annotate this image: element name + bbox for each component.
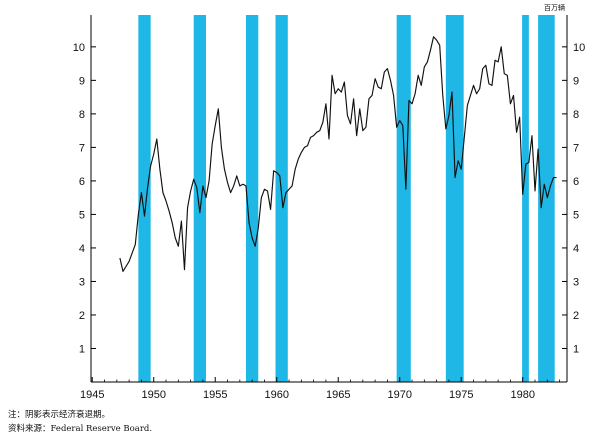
y-tick-label-left-7: 7: [79, 142, 85, 154]
y-tick-label-right-10: 10: [573, 42, 585, 54]
y-tick-label-right-1: 1: [573, 343, 579, 355]
axes: [90, 15, 568, 383]
y-tick-label-left-6: 6: [79, 176, 85, 188]
y-tick-label-right-6: 6: [573, 176, 579, 188]
recession-bands: [138, 15, 555, 382]
y-tick-label-right-4: 4: [573, 243, 579, 255]
y-tick-label-right-9: 9: [573, 75, 579, 87]
y-tick-label-right-8: 8: [573, 109, 579, 121]
x-tick-label-1980: 1980: [510, 389, 534, 401]
chart-note: 注：阴影表示经济衰退期。: [8, 410, 111, 420]
unit-label: 百万辆: [544, 3, 565, 12]
series-line-group: [119, 36, 557, 272]
x-tick-label-1960: 1960: [264, 389, 288, 401]
tick-labels: 1 1 2 2 3 3 4 4 5 5 6 6 7 7 8 8 9 9 10 10 1945 1950 1955 1960 19…: [73, 3, 586, 401]
y-tick-label-right-5: 5: [573, 209, 579, 221]
chart-source: 资料来源：Federal Reserve Board.: [8, 424, 153, 434]
recession-band-2: [193, 15, 207, 382]
recession-band-7: [522, 15, 529, 382]
y-tick-label-left-1: 1: [79, 343, 85, 355]
x-tick-label-1970: 1970: [387, 389, 411, 401]
y-tick-label-left-5: 5: [79, 209, 85, 221]
recession-band-3: [245, 15, 259, 382]
y-tick-label-right-3: 3: [573, 276, 579, 288]
recession-band-6: [445, 15, 464, 382]
y-tick-label-left-10: 10: [73, 42, 85, 54]
y-tick-label-right-7: 7: [573, 142, 579, 154]
recession-band-5: [396, 15, 411, 382]
x-tick-label-1945: 1945: [80, 389, 104, 401]
x-tick-label-1975: 1975: [449, 389, 473, 401]
recession-band-8: [538, 15, 555, 382]
y-tick-label-left-8: 8: [79, 109, 85, 121]
y-tick-label-left-3: 3: [79, 276, 85, 288]
y-tick-label-left-9: 9: [79, 75, 85, 87]
x-tick-label-1955: 1955: [203, 389, 227, 401]
x-tick-label-1965: 1965: [326, 389, 350, 401]
y-tick-label-right-2: 2: [573, 310, 579, 322]
recession-band-1: [138, 15, 151, 382]
x-tick-label-1950: 1950: [141, 389, 165, 401]
series-line-1: [119, 36, 557, 272]
y-tick-label-left-4: 4: [79, 243, 85, 255]
y-tick-label-left-2: 2: [79, 310, 85, 322]
